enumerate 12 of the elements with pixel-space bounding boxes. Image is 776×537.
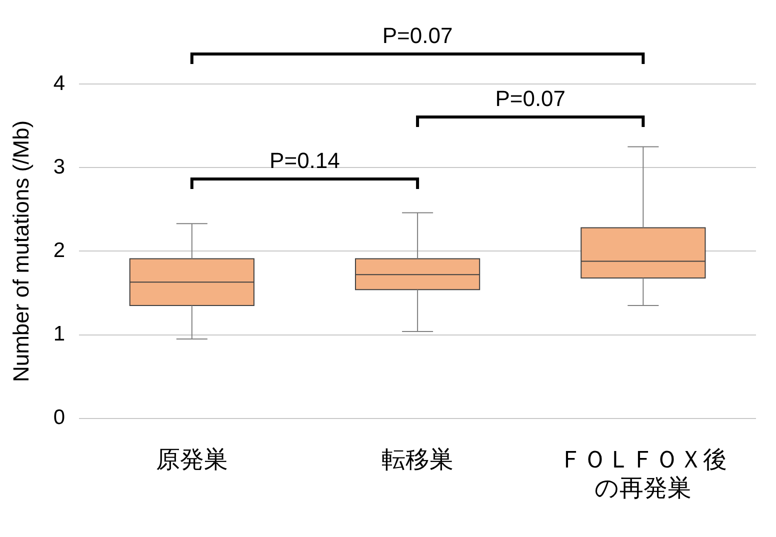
- annotation: P=0.14: [270, 148, 340, 174]
- y-tick-label: 4: [53, 72, 66, 95]
- y-tick-label: 3: [53, 155, 66, 178]
- y-axis-title: Number of mutations (/Mb): [8, 120, 34, 382]
- x-tick-label: 原発巣: [156, 446, 228, 474]
- y-tick-label: 2: [53, 238, 66, 262]
- y-tick-label: 0: [53, 406, 66, 430]
- text: P=0.07: [382, 23, 453, 48]
- x-tick-label: 転移巣: [382, 446, 454, 474]
- y-tick-label: 1: [53, 322, 66, 346]
- annotation: P=0.07: [495, 86, 566, 112]
- x-tick-label: ＦＯＬＦＯＸ後の再発巣: [559, 446, 728, 502]
